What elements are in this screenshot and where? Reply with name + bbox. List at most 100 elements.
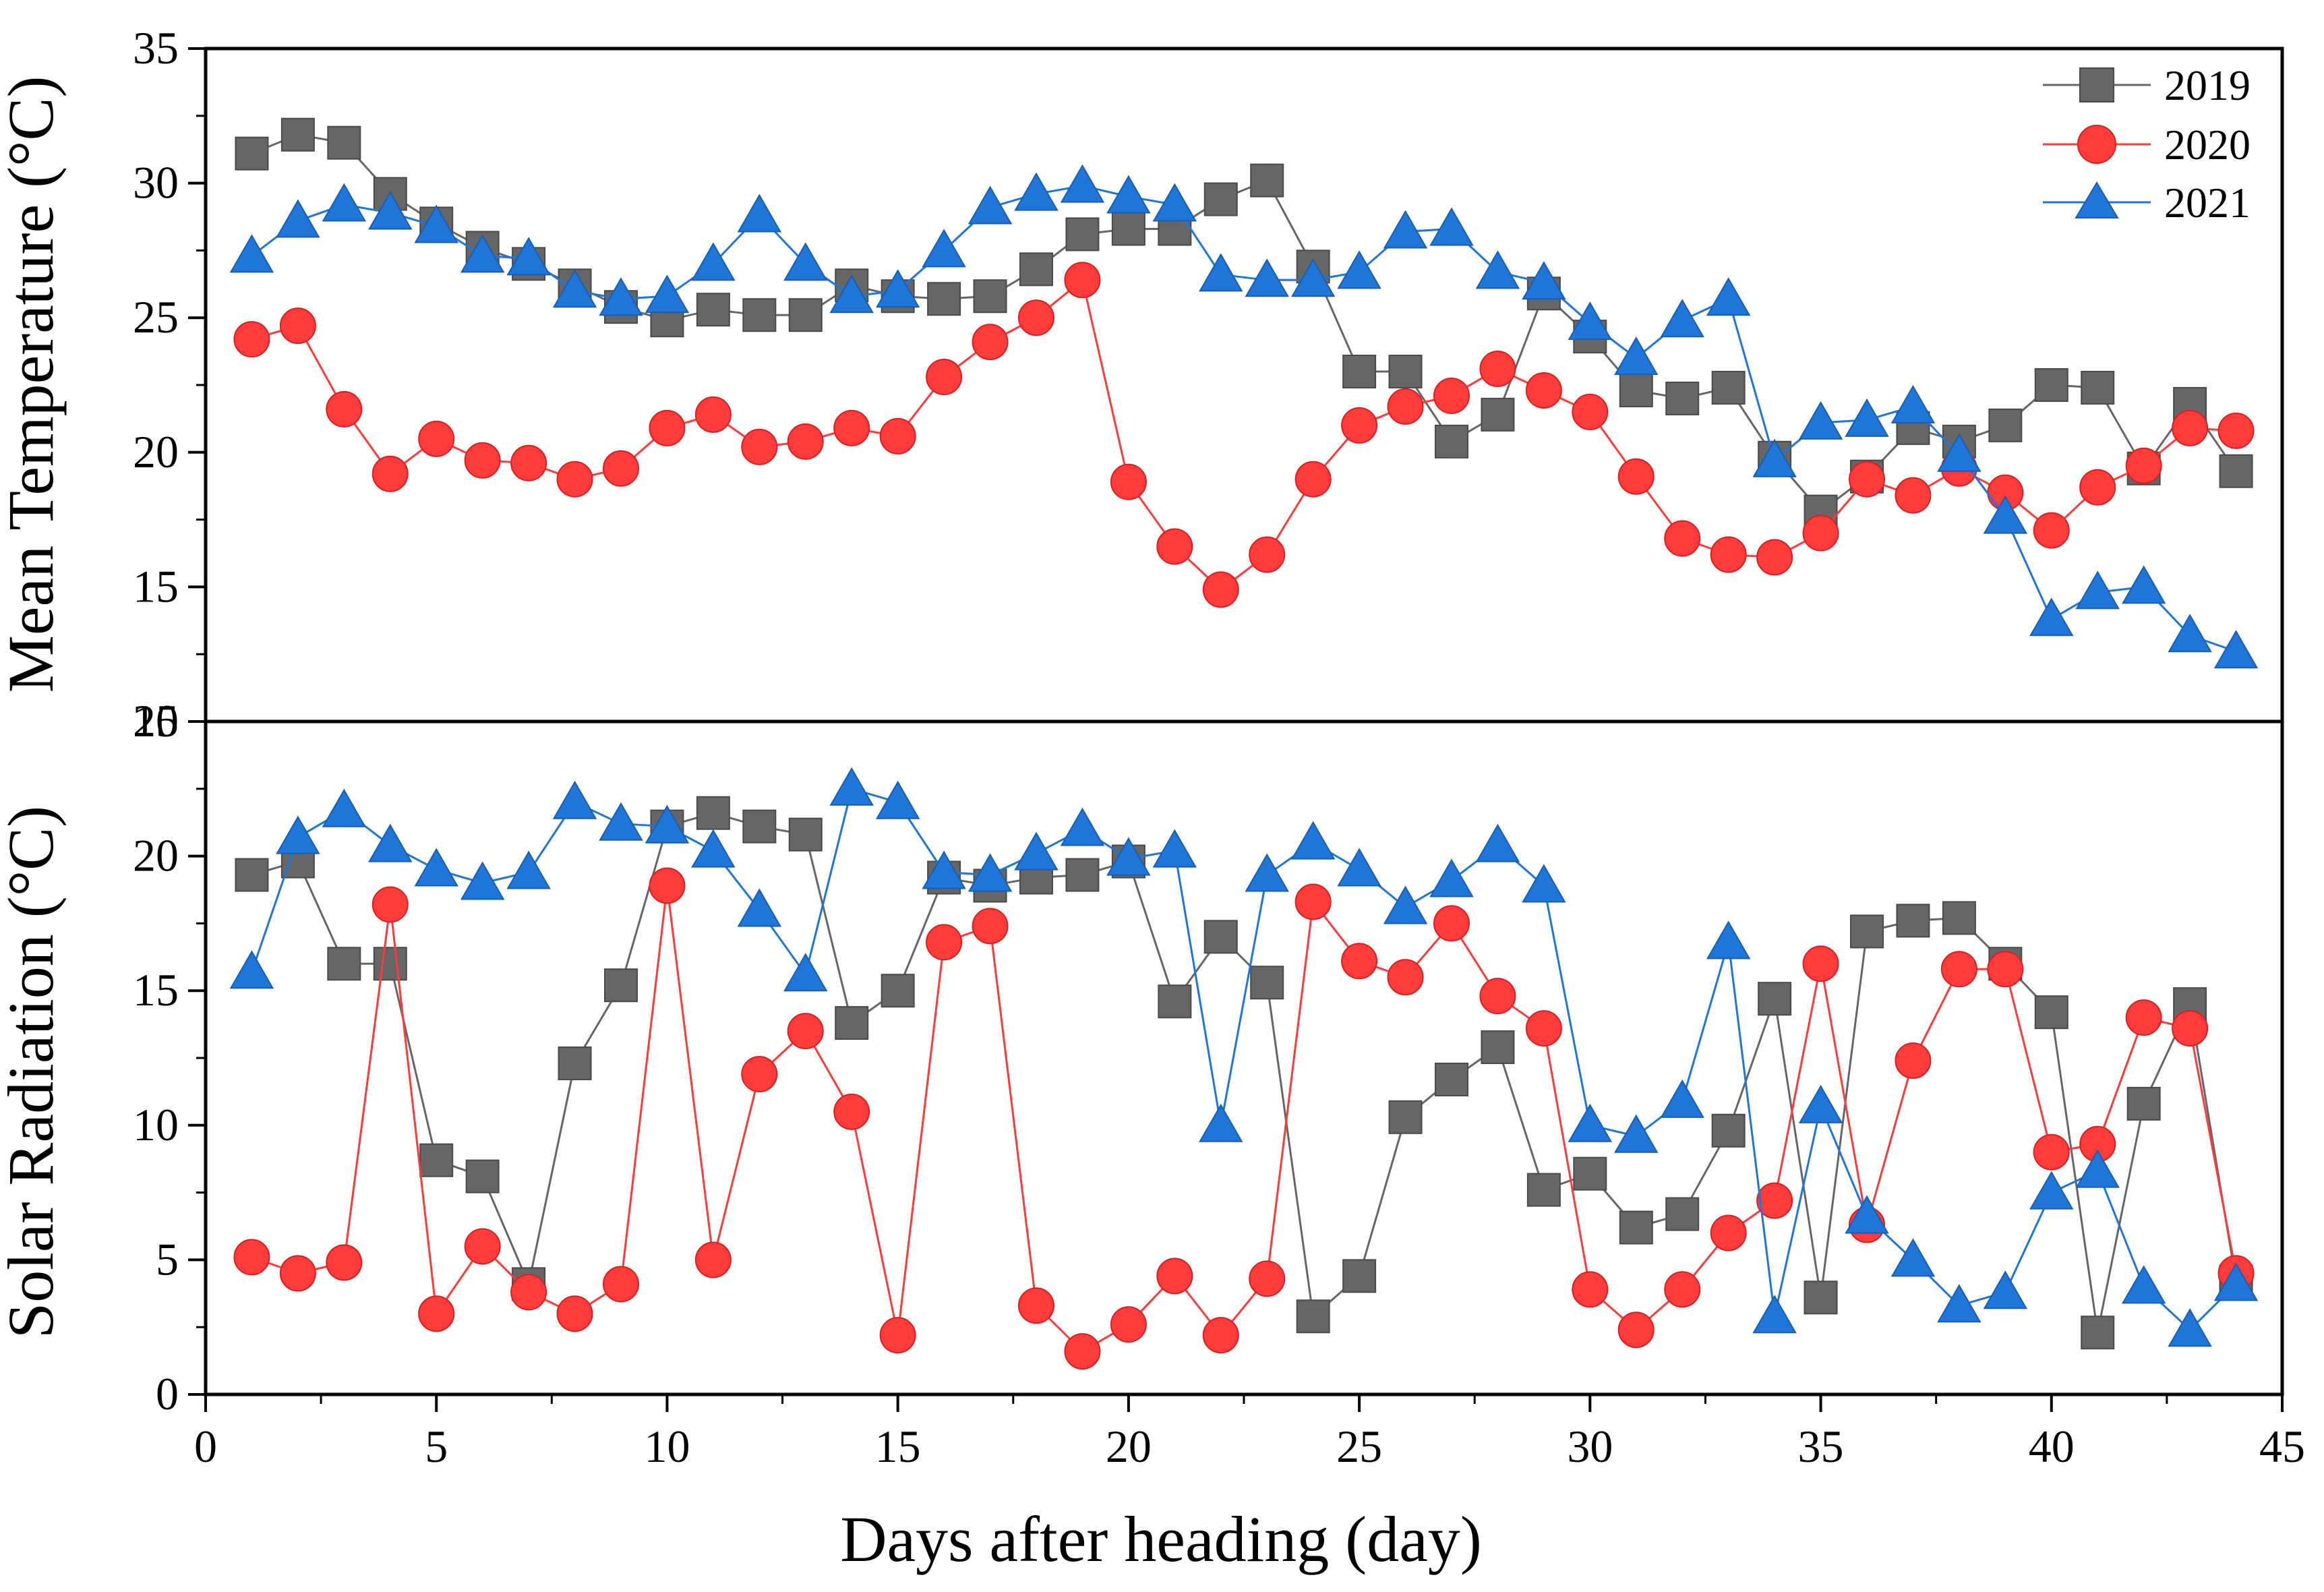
rad-point-2019 xyxy=(465,1159,500,1193)
rad-point-2021 xyxy=(1568,1103,1613,1142)
rad-point-2020 xyxy=(2172,1010,2209,1047)
legend-marker-2020 xyxy=(2077,125,2116,164)
rad-point-2020 xyxy=(926,924,963,961)
temp-point-2021 xyxy=(2168,614,2212,653)
rad-point-2020 xyxy=(233,1239,270,1276)
temperature-panel: 10 15 20 25 30 35 Mean Temperature (°C) 2019 … xyxy=(0,22,2284,746)
x-axis-ticks: 0 5 10 15 20 25 30 35 40 45 xyxy=(194,1394,2305,1472)
rad-point-2021 xyxy=(2075,1149,2120,1188)
temp-point-2020 xyxy=(1572,393,1609,430)
temp-point-2020 xyxy=(603,450,639,487)
temp-point-2019 xyxy=(1619,373,1653,407)
rad-point-2021 xyxy=(1337,848,1381,887)
rad-point-2019 xyxy=(373,947,407,981)
rad-point-2019 xyxy=(1850,914,1884,949)
rad-point-2021 xyxy=(460,861,505,900)
temp-point-2019 xyxy=(1388,355,1423,389)
temp-point-2020 xyxy=(1479,351,1516,388)
rad-point-2019 xyxy=(1250,966,1284,1000)
radiation-series-group xyxy=(229,767,2259,1370)
temp-point-2019 xyxy=(742,298,777,332)
temp-point-2020 xyxy=(1710,536,1747,573)
xtick-label: 15 xyxy=(875,1421,921,1472)
temp-point-2020 xyxy=(1664,520,1701,557)
temp-point-2019 xyxy=(280,117,315,152)
temperature-series-group xyxy=(229,117,2259,669)
temp-point-2021 xyxy=(1060,164,1105,203)
rad-point-2020 xyxy=(972,908,1009,945)
temp-point-2019 xyxy=(1111,212,1145,246)
rad-point-2019 xyxy=(1203,920,1238,954)
temp-point-2020 xyxy=(1018,299,1054,336)
rad-point-2021 xyxy=(1290,821,1336,860)
temp-point-2019 xyxy=(235,136,269,171)
rad-point-2019 xyxy=(1804,1280,1838,1315)
temp-point-2021 xyxy=(1845,398,1889,437)
rad-point-2020 xyxy=(1525,1010,1562,1047)
radiation-y-ticks: 0 5 10 15 20 25 xyxy=(133,695,206,1419)
rad-point-2021 xyxy=(1706,920,1751,960)
temp-point-2021 xyxy=(1937,433,1982,472)
rad-point-2019 xyxy=(1758,982,1792,1016)
rad-point-2020 xyxy=(694,1241,732,1278)
xtick-label: 30 xyxy=(1567,1421,1613,1472)
temp-point-2021 xyxy=(599,277,643,316)
temp-point-2020 xyxy=(972,324,1009,361)
rad-point-2019 xyxy=(835,1006,869,1040)
temp-point-2020 xyxy=(464,442,501,479)
temp-point-2019 xyxy=(1481,397,1515,432)
rad-point-2021 xyxy=(1245,853,1289,892)
rad-ytick-label: 5 xyxy=(156,1233,179,1285)
rad-point-2021 xyxy=(1199,1103,1243,1142)
rad-point-2020 xyxy=(510,1274,547,1311)
rad-point-2019 xyxy=(1665,1197,1700,1231)
rad-point-2021 xyxy=(276,815,320,854)
rad-point-2019 xyxy=(1711,1113,1746,1148)
temp-point-2021 xyxy=(922,229,966,268)
rad-point-2020 xyxy=(1756,1182,1793,1219)
rad-point-2020 xyxy=(1710,1214,1747,1251)
temp-point-2020 xyxy=(1110,463,1147,500)
rad-point-2021 xyxy=(967,853,1013,892)
temp-point-2019 xyxy=(927,282,961,316)
temp-point-2020 xyxy=(2217,412,2255,449)
temp-point-2021 xyxy=(1245,258,1289,297)
rad-point-2021 xyxy=(1614,1114,1659,1153)
temp-point-2020 xyxy=(879,417,916,454)
rad-point-2020 xyxy=(649,867,686,904)
temp-point-2021 xyxy=(875,269,920,308)
temp-point-2019 xyxy=(1342,355,1377,389)
rad-ytick-label: 0 xyxy=(156,1368,179,1419)
rad-point-2019 xyxy=(1619,1210,1653,1245)
rad-point-2020 xyxy=(556,1295,593,1332)
radiation-panel: 0 5 10 15 20 25 Solar Radiation (°C) xyxy=(0,695,2284,1419)
rad-point-2020 xyxy=(1156,1258,1193,1295)
temp-point-2020 xyxy=(1064,262,1101,299)
rad-point-2019 xyxy=(2034,995,2068,1030)
temp-point-2020 xyxy=(833,409,870,446)
rad-point-2021 xyxy=(783,953,828,992)
temp-point-2021 xyxy=(967,185,1013,225)
temp-point-2020 xyxy=(1341,407,1378,444)
temp-point-2021 xyxy=(1337,250,1381,289)
rad-point-2021 xyxy=(1890,1238,1936,1277)
temp-point-2020 xyxy=(371,455,409,492)
rad-point-2020 xyxy=(1018,1287,1054,1324)
temp-point-2021 xyxy=(2075,570,2120,610)
temp-point-2021 xyxy=(1522,261,1566,300)
rad-point-2020 xyxy=(418,1295,455,1332)
rad-point-2019 xyxy=(1065,858,1100,892)
temp-point-2019 xyxy=(1988,408,2023,442)
rad-point-2019 xyxy=(327,947,361,981)
rad-point-2019 xyxy=(2126,1086,2161,1121)
rad-point-2021 xyxy=(645,804,690,844)
rad-point-2019 xyxy=(419,1143,454,1177)
temp-ytick-label: 15 xyxy=(133,560,179,612)
temp-point-2020 xyxy=(1249,536,1286,573)
temp-point-2021 xyxy=(552,269,597,308)
rad-ytick-label: 25 xyxy=(133,695,179,746)
rad-point-2021 xyxy=(1429,858,1474,897)
temp-point-2020 xyxy=(2172,409,2209,446)
temp-point-2021 xyxy=(2213,630,2259,669)
